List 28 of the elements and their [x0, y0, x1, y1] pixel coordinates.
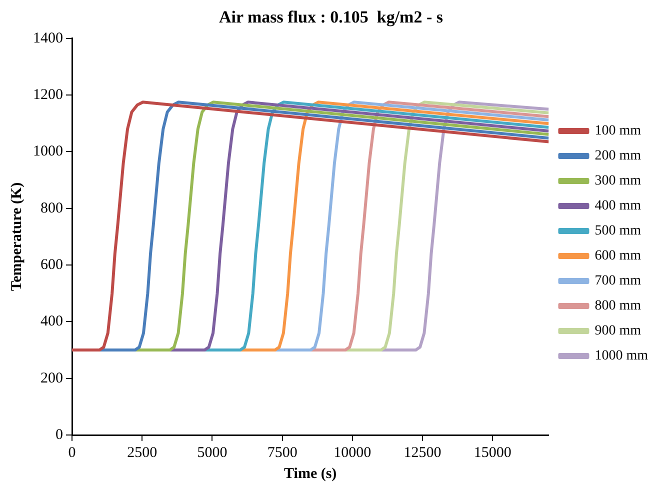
legend-label: 200 mm: [594, 148, 642, 164]
y-axis-title: Temperature (K): [8, 182, 25, 292]
legend-label: 300 mm: [594, 174, 642, 189]
x-tick-label: 12500: [404, 444, 442, 461]
legend-label: 700 mm: [594, 274, 642, 289]
x-axis-title: Time (s): [284, 466, 337, 482]
y-tick-label: 800: [40, 200, 63, 216]
x-tick-label: 15000: [474, 444, 512, 461]
legend-label: 400 mm: [594, 198, 642, 214]
x-tick-label: 10000: [334, 444, 372, 461]
legend-label: 900 mm: [594, 324, 642, 339]
y-tick-label: 400: [40, 314, 63, 330]
legend-label: 600 mm: [594, 248, 642, 264]
y-tick-label: 0: [56, 426, 63, 443]
x-tick-label: 7500: [267, 444, 298, 461]
y-tick-label: 1400: [33, 30, 63, 46]
y-tick-label: 1000: [33, 144, 63, 160]
y-tick-label: 1200: [33, 86, 63, 103]
chart-title: Air mass flux : 0.105 kg/m2 - s: [219, 8, 444, 27]
x-tick-label: 2500: [127, 444, 158, 461]
legend-label: 100 mm: [594, 124, 642, 139]
legend-label: 1000 mm: [594, 348, 648, 364]
y-tick-label: 200: [40, 370, 63, 386]
x-tick-label: 5000: [197, 444, 228, 461]
x-tick-label: 0: [68, 444, 76, 461]
y-tick-label: 600: [40, 256, 63, 273]
legend-label: 800 mm: [594, 298, 642, 314]
legend-label: 500 mm: [594, 224, 642, 239]
